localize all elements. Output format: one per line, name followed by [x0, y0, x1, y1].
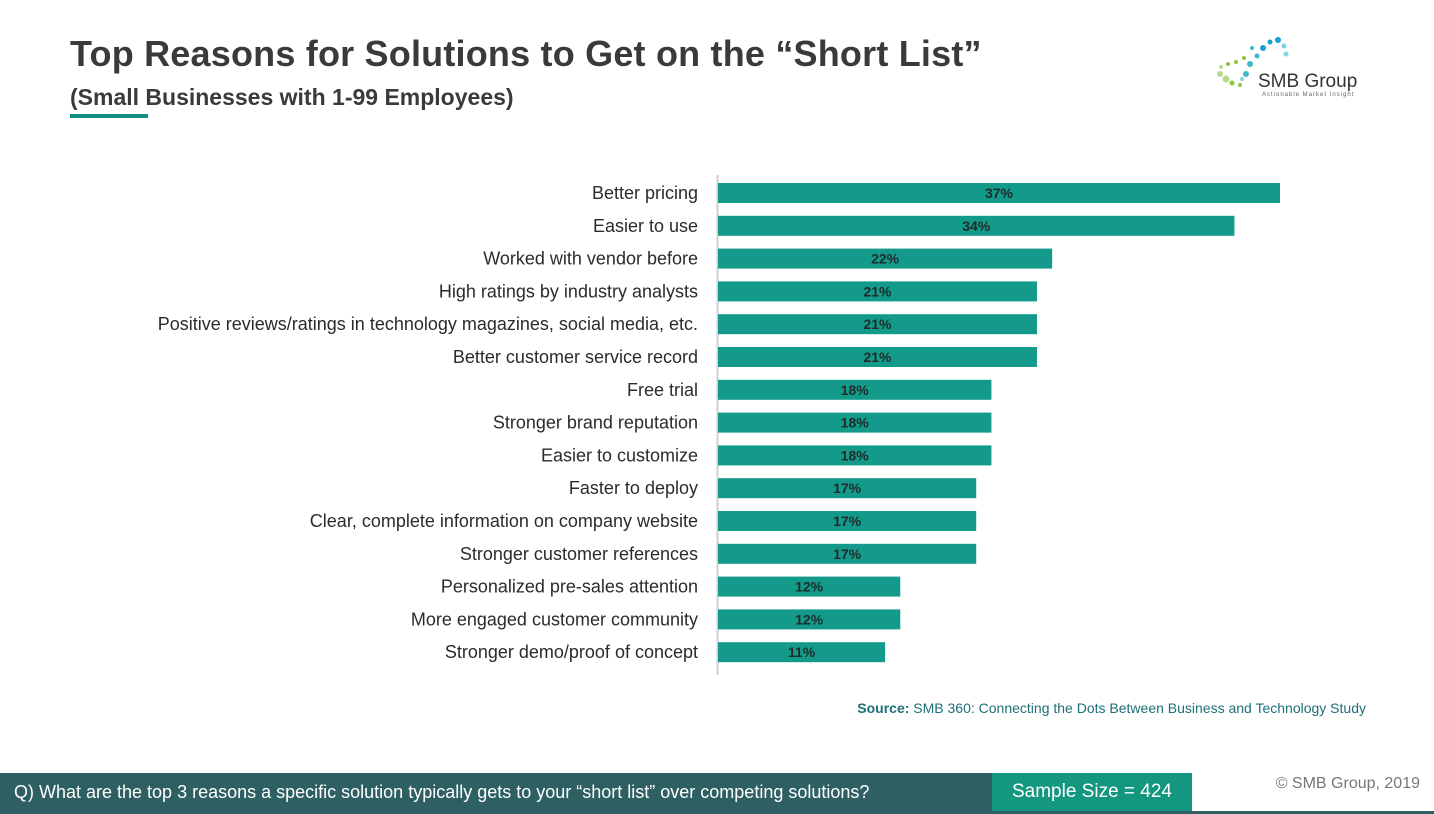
bar: [718, 511, 977, 531]
bar: [718, 215, 1235, 236]
category-label: Stronger customer references: [460, 544, 698, 564]
category-label: High ratings by industry analysts: [439, 281, 698, 301]
data-label: 21%: [863, 283, 892, 299]
subtitle-underline: [70, 114, 148, 118]
logo-tagline: Actionable Market Insight: [1262, 92, 1355, 98]
data-label: 17%: [833, 480, 862, 496]
bar: [718, 379, 992, 400]
data-label: 21%: [863, 349, 892, 365]
data-label: 21%: [863, 316, 892, 332]
source-text: SMB 360: Connecting the Dots Between Bus…: [913, 700, 1366, 716]
logo-name: SMB Group: [1258, 71, 1358, 92]
data-label: 17%: [833, 513, 862, 529]
smb-group-logo-dots-icon: [1217, 37, 1289, 87]
bar: [718, 478, 977, 499]
bar: [718, 445, 992, 466]
copyright-text: © SMB Group, 2019: [1275, 775, 1420, 792]
source-note: Source: SMB 360: Connecting the Dots Bet…: [857, 700, 1366, 716]
data-label: 18%: [841, 382, 870, 398]
category-label: Personalized pre-sales attention: [441, 577, 698, 597]
category-label: Easier to use: [593, 216, 698, 236]
bar: [718, 347, 1037, 367]
data-label: 18%: [841, 447, 870, 463]
bar: [718, 609, 901, 630]
data-label: 22%: [871, 251, 900, 267]
data-label: 37%: [985, 185, 1014, 201]
bar: [718, 248, 1053, 269]
category-label: Stronger demo/proof of concept: [445, 642, 698, 662]
category-label: Better pricing: [592, 183, 698, 203]
survey-question: Q) What are the top 3 reasons a specific…: [0, 773, 992, 811]
data-label: 12%: [795, 611, 824, 627]
category-label: Faster to deploy: [569, 478, 698, 498]
category-label: More engaged customer community: [411, 609, 698, 629]
bar: [718, 412, 992, 433]
data-label: 17%: [833, 546, 862, 562]
footer-rule: [0, 811, 1434, 814]
category-label: Easier to customize: [541, 445, 698, 465]
category-label: Clear, complete information on company w…: [310, 511, 698, 531]
category-label: Better customer service record: [453, 347, 698, 367]
bar: [718, 642, 886, 663]
bar: [718, 314, 1037, 335]
category-label: Positive reviews/ratings in technology m…: [158, 314, 698, 334]
bar: [718, 543, 977, 564]
chart-subtitle: (Small Businesses with 1-99 Employees): [70, 84, 514, 110]
data-label: 12%: [795, 579, 824, 595]
bar-chart: Better pricing 37% Easier to use 34% Worked …: [158, 175, 1280, 675]
category-label: Free trial: [627, 380, 698, 400]
bar: [718, 281, 1037, 302]
data-label: 18%: [841, 415, 870, 431]
data-label: 11%: [788, 644, 816, 660]
category-label: Worked with vendor before: [483, 249, 698, 269]
chart-title: Top Reasons for Solutions to Get on the …: [70, 33, 982, 74]
sample-size-badge: Sample Size = 424: [992, 773, 1192, 811]
source-label: Source:: [857, 700, 910, 716]
bar: [718, 183, 1280, 203]
category-label: Stronger brand reputation: [493, 413, 698, 433]
bar: [718, 576, 901, 597]
data-label: 34%: [962, 218, 991, 234]
